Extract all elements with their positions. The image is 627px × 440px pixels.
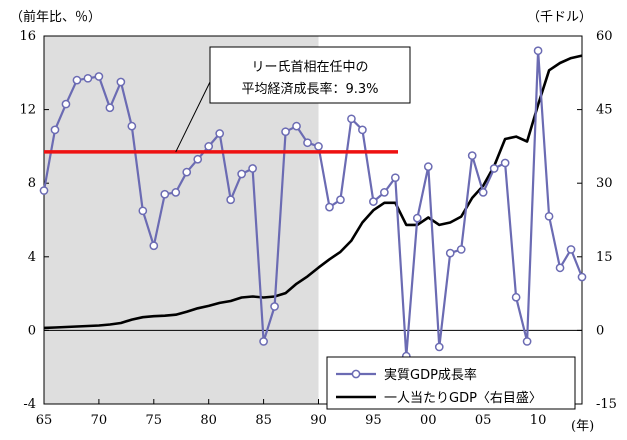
left-tick-label: -4	[23, 397, 36, 412]
legend-label-growth: 実質GDP成長率	[384, 367, 477, 383]
gdp-growth-point	[347, 114, 356, 124]
x-tick-label: 65	[36, 413, 53, 428]
gdp-growth-point	[390, 173, 400, 183]
annotation-box	[209, 46, 411, 104]
gdp-growth-point	[171, 188, 181, 197]
gdp-growth-point	[281, 127, 290, 137]
gdp-growth-point	[292, 121, 301, 131]
gdp-growth-point	[544, 211, 554, 221]
gdp-growth-point	[511, 292, 521, 302]
annotation-leader	[175, 81, 211, 153]
gdp-growth-point	[259, 337, 268, 346]
gdp-growth-point	[182, 167, 192, 177]
gdp-growth-point	[127, 121, 137, 131]
gdp-growth-point	[566, 245, 576, 254]
x-tick-label: 90	[310, 413, 327, 428]
gdp-growth-point	[445, 248, 455, 258]
annotation-line-1: リー氏首相在任中の	[251, 60, 368, 75]
gdp-growth-point	[555, 263, 565, 273]
gdp-growth-point	[270, 302, 279, 311]
right-tick-label: 45	[596, 103, 613, 118]
right-axis-unit: （千ドル）	[527, 10, 592, 25]
gdp-growth-point	[160, 189, 170, 199]
legend-box	[326, 356, 576, 410]
gdp-growth-point	[303, 138, 312, 148]
gdp-growth-point	[149, 241, 159, 251]
right-tick-label: 15	[596, 250, 613, 265]
right-tick-label: 30	[596, 176, 613, 191]
x-tick-label: 00	[420, 413, 437, 428]
x-tick-label: 85	[255, 413, 272, 428]
x-tick-label: 80	[200, 413, 217, 428]
gdp-growth-point	[500, 158, 510, 168]
gdp-growth-point	[336, 195, 345, 205]
gdp-growth-point	[226, 195, 236, 205]
annotation-line-2: 平均経済成長率：9.3%	[241, 81, 378, 97]
x-tick-label: 05	[475, 413, 492, 428]
legend-marker-growth	[351, 369, 361, 379]
left-tick-label: 4	[28, 250, 36, 265]
gdp-growth-point	[467, 151, 477, 160]
gdp-growth-point	[412, 213, 422, 223]
gdp-growth-point	[138, 206, 148, 216]
gdp-growth-point	[61, 99, 71, 109]
gdp-growth-point	[533, 46, 543, 56]
left-tick-label: 0	[28, 323, 36, 338]
gdp-growth-point	[204, 142, 214, 151]
gdp-growth-point	[314, 142, 323, 151]
legend-label-per-capita: 一人当たりGDP〈右目盛〉	[384, 391, 542, 406]
gdp-growth-point	[105, 103, 115, 113]
gdp-growth-point	[380, 188, 389, 197]
x-tick-label: 70	[91, 413, 108, 428]
gdp-growth-point	[369, 197, 378, 206]
gdp-growth-point	[325, 202, 334, 212]
gdp-growth-point	[423, 162, 433, 171]
left-axis-unit: （前年比、％）	[10, 9, 101, 25]
gdp-growth-point	[248, 164, 257, 173]
gdp-growth-point	[193, 154, 203, 164]
gdp-growth-point	[489, 164, 499, 173]
gdp-growth-point	[72, 75, 82, 85]
right-tick-label: -15	[596, 397, 617, 412]
gdp-growth-point	[50, 125, 60, 135]
gdp-growth-point	[39, 186, 49, 195]
gdp-growth-point	[577, 272, 587, 282]
gdp-growth-point	[478, 188, 488, 197]
x-tick-label: 10	[530, 413, 547, 428]
plot-frame	[43, 35, 583, 405]
right-tick-label: 60	[596, 29, 613, 44]
gdp-growth-point	[434, 342, 444, 352]
gdp-growth-point	[358, 125, 367, 135]
gdp-growth-point	[522, 337, 532, 346]
gdp-growth-point	[94, 72, 104, 81]
gdp-growth-point	[83, 73, 93, 83]
x-axis-unit: (年)	[571, 419, 594, 434]
gdp-growth-line	[42, 49, 584, 358]
gdp-growth-point	[215, 129, 225, 138]
gdp-growth-point	[237, 169, 246, 179]
x-tick-label: 75	[146, 413, 163, 428]
gdp-growth-point	[456, 245, 466, 254]
left-tick-label: 16	[19, 29, 36, 44]
left-tick-label: 8	[28, 176, 36, 191]
right-tick-label: 0	[596, 323, 604, 338]
left-tick-label: 12	[19, 103, 36, 118]
gdp-growth-point	[116, 77, 126, 87]
x-tick-label: 95	[365, 413, 382, 428]
